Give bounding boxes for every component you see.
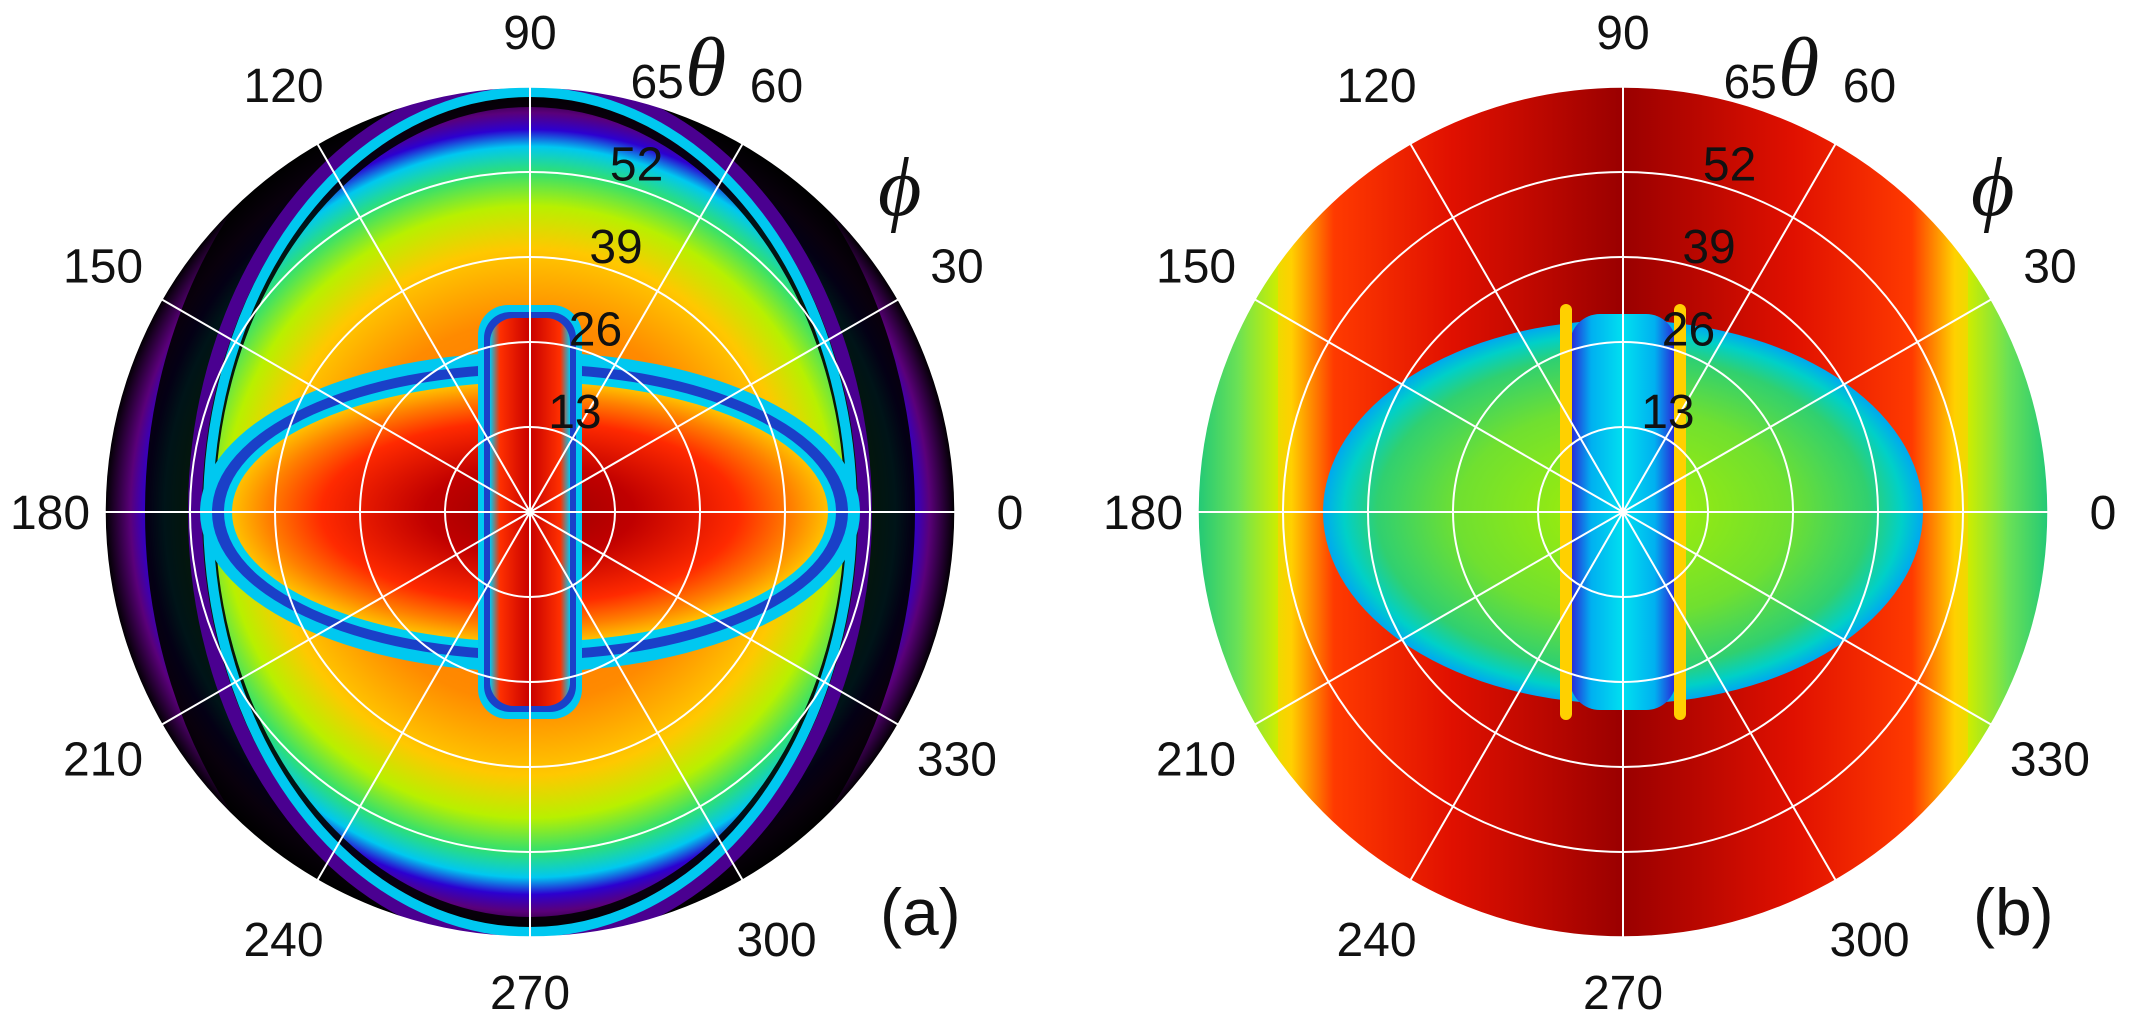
radial-tick-label: 39 <box>589 221 642 274</box>
angular-tick-label: 210 <box>63 734 143 787</box>
angular-grid-line <box>1409 511 1624 881</box>
angular-grid-line <box>316 511 531 881</box>
angular-grid-line <box>1622 143 1837 513</box>
angular-tick-label: 150 <box>63 241 143 294</box>
angular-grid-line <box>1254 298 1624 513</box>
angular-tick-label: 180 <box>1103 487 1183 540</box>
angular-tick-label: 150 <box>1156 241 1236 294</box>
angular-tick-label: 300 <box>1829 914 1909 967</box>
panel-label-a: (a) <box>880 875 961 949</box>
radial-tick-label: 13 <box>548 386 601 439</box>
theta-symbol-a: θ <box>685 21 726 114</box>
angular-tick-label: 60 <box>750 60 803 113</box>
angular-tick-label: 0 <box>2090 487 2117 540</box>
angular-tick-label: 0 <box>997 487 1024 540</box>
angular-grid-line <box>1254 511 1624 726</box>
polar-plot-b: 0 30 60 90 120 150 180 210 240 270 300 330 13 26 39 52… <box>1103 7 2116 1020</box>
angular-tick-label: 30 <box>2023 241 2076 294</box>
radial-tick-label: 52 <box>1703 139 1756 192</box>
angular-grid-line <box>529 511 899 726</box>
angular-tick-label: 60 <box>1843 60 1896 113</box>
angular-grid-line <box>529 143 744 513</box>
radial-tick-label: 13 <box>1641 386 1694 439</box>
polar-grid-b <box>1198 87 2048 937</box>
radial-tick-label: 65 <box>630 56 683 109</box>
angular-tick-label: 30 <box>930 241 983 294</box>
polar-grid-a <box>105 87 955 937</box>
angular-grid-line <box>1622 511 1837 881</box>
radial-tick-label: 26 <box>1662 304 1715 357</box>
radial-tick-label: 26 <box>569 304 622 357</box>
angular-grid-line <box>161 298 531 513</box>
angular-tick-label: 90 <box>503 7 556 60</box>
angular-tick-label: 300 <box>736 914 816 967</box>
angular-grid-line <box>161 511 531 726</box>
angular-grid-line <box>529 298 899 513</box>
angular-tick-label: 240 <box>243 914 323 967</box>
angular-tick-label: 330 <box>2010 734 2090 787</box>
phi-symbol-b: ϕ <box>1971 141 2014 234</box>
angular-tick-label: 330 <box>917 734 997 787</box>
radial-tick-label: 52 <box>610 139 663 192</box>
angular-grid-line <box>1622 298 1992 513</box>
panel-label-b: (b) <box>1973 875 2054 949</box>
angular-grid-line <box>1409 143 1624 513</box>
radial-tick-labels-a: 13 26 39 52 65 <box>548 56 684 439</box>
radial-tick-label: 39 <box>1682 221 1735 274</box>
angular-tick-label: 90 <box>1596 7 1649 60</box>
angular-grid-line <box>529 511 744 881</box>
angular-tick-label: 180 <box>10 487 90 540</box>
angular-tick-labels-a: 0 30 60 90 120 150 180 210 240 270 300 330 <box>10 7 1023 1020</box>
angular-tick-label: 120 <box>243 60 323 113</box>
angular-tick-label: 270 <box>490 967 570 1020</box>
radial-tick-label: 65 <box>1723 56 1776 109</box>
angular-tick-labels-b: 0 30 60 90 120 150 180 210 240 270 300 330 <box>1103 7 2116 1020</box>
angular-tick-label: 270 <box>1583 967 1663 1020</box>
phi-symbol-a: ϕ <box>878 141 921 234</box>
angular-grid-line <box>1622 511 1992 726</box>
polar-plot-a: 0 30 60 90 120 150 180 210 240 270 300 330 13 26 39 52… <box>10 7 1023 1020</box>
angular-tick-label: 120 <box>1336 60 1416 113</box>
theta-symbol-b: θ <box>1778 21 1819 114</box>
angular-tick-label: 240 <box>1336 914 1416 967</box>
angular-grid-line <box>316 143 531 513</box>
radial-tick-labels-b: 13 26 39 52 65 <box>1641 56 1777 439</box>
angular-tick-label: 210 <box>1156 734 1236 787</box>
